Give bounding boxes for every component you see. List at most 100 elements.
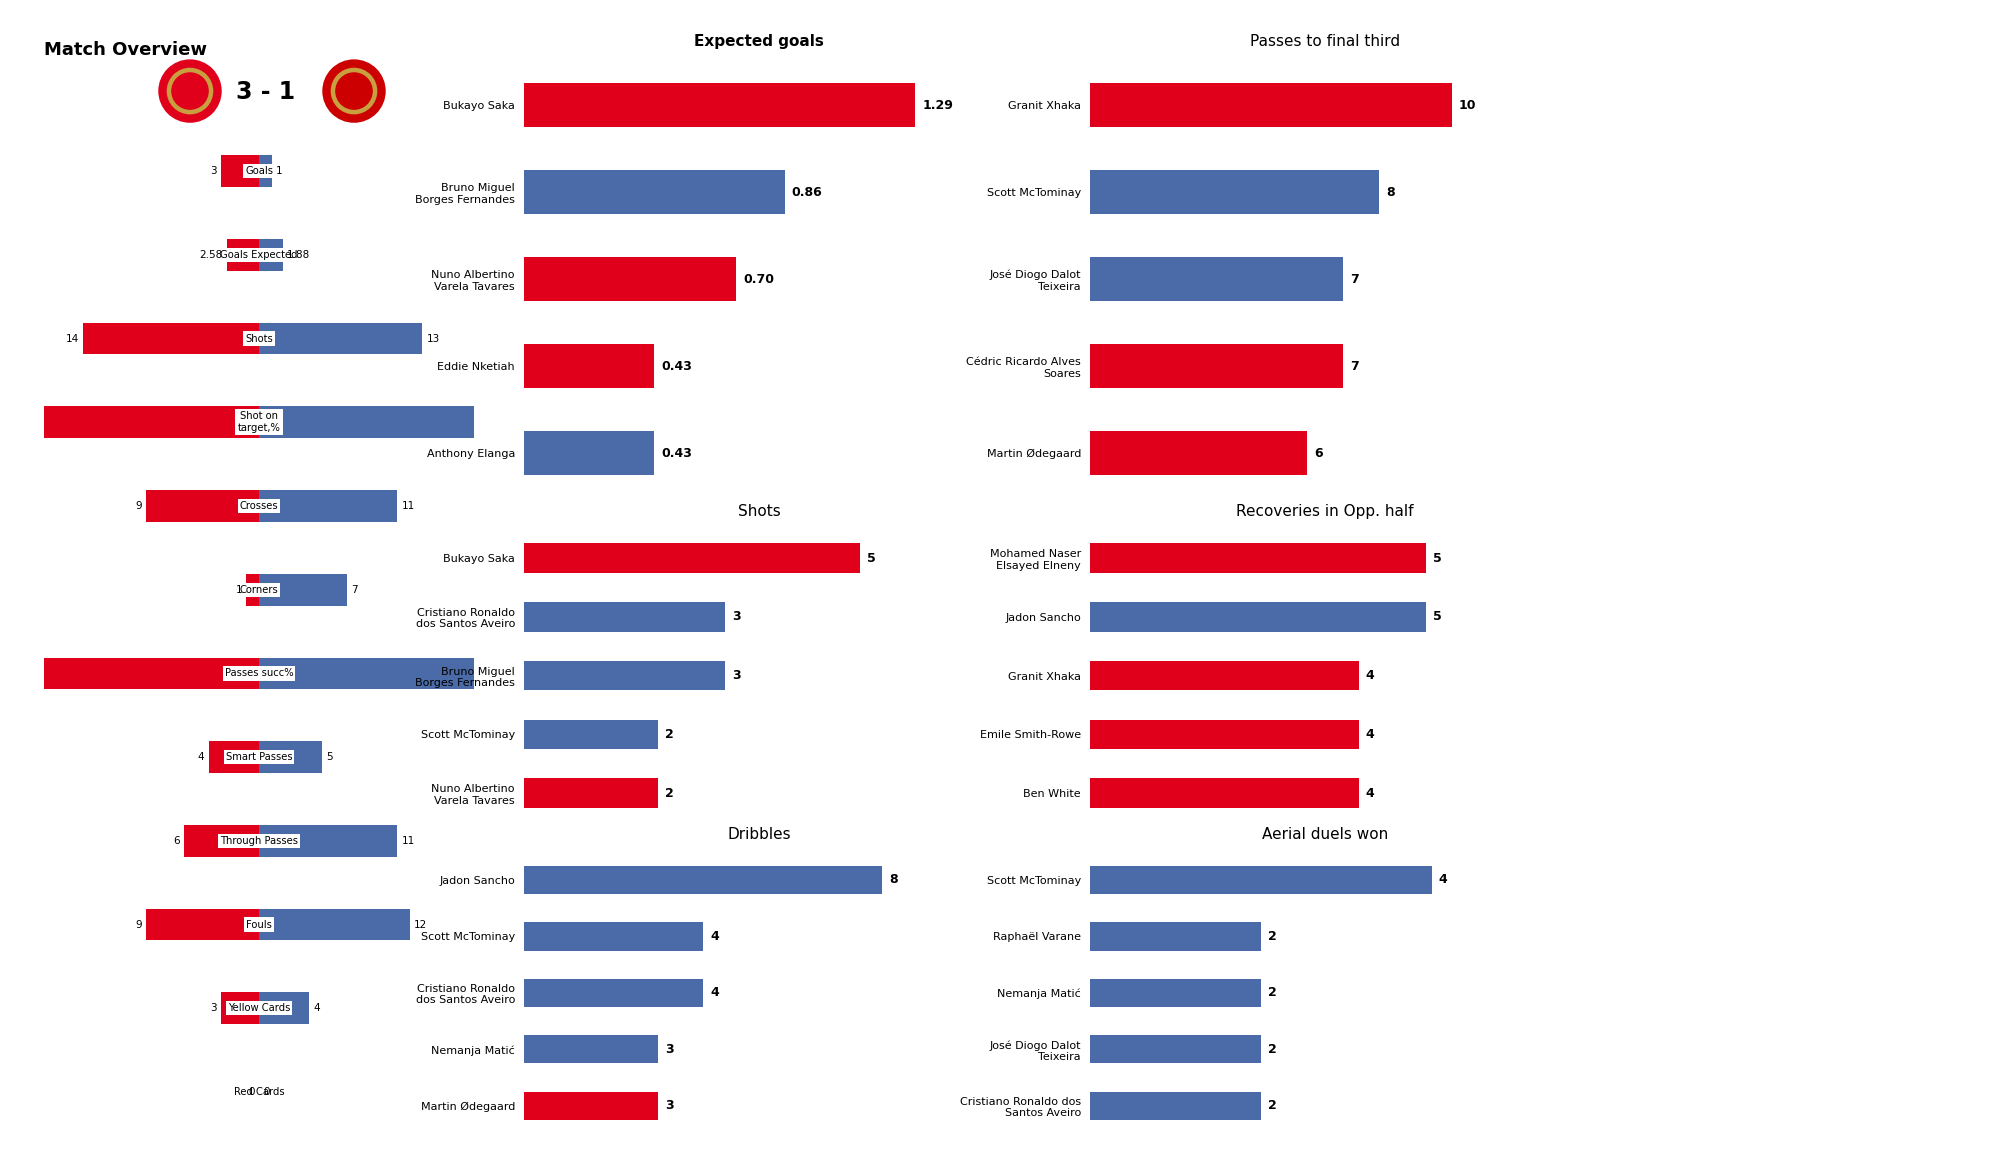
Bar <box>524 83 916 127</box>
Circle shape <box>172 73 208 109</box>
Bar <box>146 908 260 940</box>
Circle shape <box>158 60 222 122</box>
Bar <box>260 239 282 270</box>
Bar <box>1090 866 1432 894</box>
Text: Crosses: Crosses <box>240 501 278 511</box>
Text: Smart Passes: Smart Passes <box>226 752 292 763</box>
Bar <box>184 825 260 857</box>
Bar <box>524 170 784 214</box>
Bar <box>524 602 726 632</box>
Text: 4: 4 <box>1366 786 1374 800</box>
Bar <box>1090 431 1306 475</box>
Text: 4: 4 <box>710 929 718 942</box>
Bar <box>208 741 260 773</box>
Bar <box>524 543 860 573</box>
Bar <box>1090 922 1260 951</box>
Bar <box>260 741 322 773</box>
Text: 3: 3 <box>210 166 218 176</box>
Bar <box>524 257 736 301</box>
Text: 2: 2 <box>1268 986 1276 1000</box>
Text: 14: 14 <box>66 334 80 343</box>
Bar <box>1090 979 1260 1007</box>
Title: Shots: Shots <box>738 504 780 519</box>
Bar <box>1090 83 1452 127</box>
Text: 0: 0 <box>264 1087 270 1097</box>
Text: 1.88: 1.88 <box>286 250 310 260</box>
Bar <box>260 573 346 605</box>
Bar <box>84 323 260 355</box>
Text: 3: 3 <box>666 1100 674 1113</box>
Bar <box>246 573 260 605</box>
Circle shape <box>332 68 376 114</box>
Text: 2: 2 <box>666 786 674 800</box>
Text: 1.29: 1.29 <box>922 99 954 112</box>
Bar <box>1090 1035 1260 1063</box>
Text: 11: 11 <box>402 835 414 846</box>
Text: 7: 7 <box>1350 360 1358 372</box>
Text: 5: 5 <box>1432 610 1442 624</box>
Bar <box>146 490 260 522</box>
Text: 2.58: 2.58 <box>200 250 222 260</box>
Text: 11: 11 <box>402 501 414 511</box>
Text: 0: 0 <box>248 1087 254 1097</box>
Text: Shot on
target,%: Shot on target,% <box>238 411 280 434</box>
Bar <box>524 431 654 475</box>
Title: Expected goals: Expected goals <box>694 34 824 49</box>
Text: Fouls: Fouls <box>246 920 272 929</box>
Text: 3: 3 <box>666 1043 674 1056</box>
Bar <box>524 979 704 1007</box>
Text: 3: 3 <box>732 669 742 683</box>
Title: Recoveries in Opp. half: Recoveries in Opp. half <box>1236 504 1414 519</box>
Text: 5: 5 <box>326 752 332 763</box>
Text: Corners: Corners <box>240 585 278 595</box>
Text: 5: 5 <box>1432 551 1442 565</box>
Text: 4: 4 <box>198 752 204 763</box>
Text: Match Overview: Match Overview <box>44 41 208 59</box>
Bar <box>260 993 310 1025</box>
Text: Goals: Goals <box>244 166 272 176</box>
Text: 4: 4 <box>710 986 718 1000</box>
Title: Dribbles: Dribbles <box>728 827 790 842</box>
Text: 6: 6 <box>172 835 180 846</box>
Text: Shots: Shots <box>246 334 272 343</box>
Text: 9: 9 <box>136 501 142 511</box>
Text: 7: 7 <box>1350 273 1358 286</box>
Bar <box>260 155 272 187</box>
Title: Aerial duels won: Aerial duels won <box>1262 827 1388 842</box>
Text: 5: 5 <box>866 551 876 565</box>
Text: 4: 4 <box>1438 873 1448 886</box>
Bar <box>524 866 882 894</box>
Circle shape <box>322 60 386 122</box>
Text: Yellow Cards: Yellow Cards <box>228 1003 290 1013</box>
Bar <box>1090 602 1426 632</box>
Bar <box>524 719 658 750</box>
Bar <box>524 922 704 951</box>
Bar <box>1090 543 1426 573</box>
Text: 2: 2 <box>1268 929 1276 942</box>
Text: 3: 3 <box>732 610 742 624</box>
Bar <box>222 993 260 1025</box>
Text: 6: 6 <box>1314 446 1322 459</box>
Bar <box>0 407 260 438</box>
Bar <box>260 658 1280 690</box>
Bar <box>1090 170 1380 214</box>
Bar <box>1090 1092 1260 1120</box>
Text: 2: 2 <box>1268 1043 1276 1056</box>
Bar <box>524 1092 658 1120</box>
Bar <box>1090 719 1358 750</box>
Text: Goals Expected: Goals Expected <box>220 250 298 260</box>
Bar <box>0 658 260 690</box>
Text: 0.70: 0.70 <box>744 273 774 286</box>
Text: 12: 12 <box>414 920 428 929</box>
Text: 4: 4 <box>1366 727 1374 741</box>
Bar <box>524 660 726 691</box>
Text: 3: 3 <box>210 1003 218 1013</box>
Circle shape <box>336 73 372 109</box>
Bar <box>260 825 398 857</box>
Text: 0.43: 0.43 <box>662 360 692 372</box>
Text: Red Cards: Red Cards <box>234 1087 284 1097</box>
Bar <box>260 407 742 438</box>
Text: 4: 4 <box>314 1003 320 1013</box>
Bar <box>524 344 654 388</box>
Bar <box>1090 778 1358 808</box>
